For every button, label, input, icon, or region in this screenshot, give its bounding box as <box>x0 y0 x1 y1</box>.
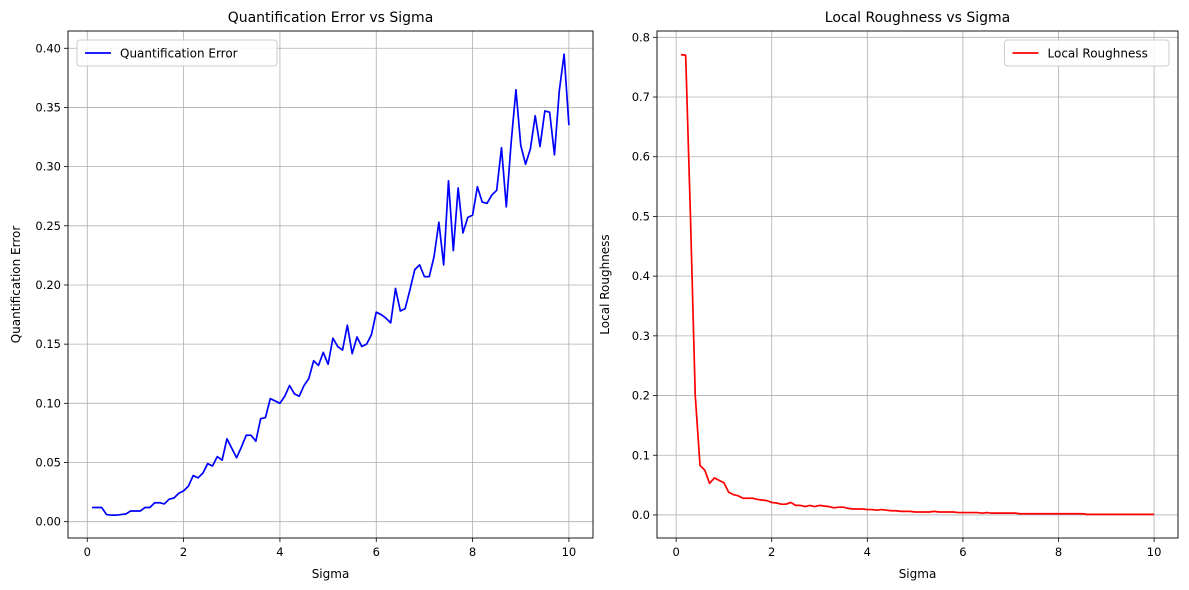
x-tick-label: 0 <box>84 545 91 559</box>
x-tick-label: 6 <box>959 545 966 559</box>
y-tick-label: 0.7 <box>632 90 650 104</box>
series-line-quantification-error <box>92 53 570 517</box>
y-axis-label: Local Roughness <box>598 234 612 334</box>
x-tick-label: 4 <box>864 545 871 559</box>
x-tick-label: 8 <box>1055 545 1062 559</box>
y-tick-label: 0.15 <box>35 337 61 351</box>
y-tick-label: 0.30 <box>35 160 61 174</box>
y-tick-label: 0.20 <box>35 278 61 292</box>
y-tick-label: 0.6 <box>632 150 650 164</box>
x-tick-label: 8 <box>469 545 476 559</box>
legend-box <box>76 39 278 67</box>
x-axis-label: Sigma <box>312 567 350 581</box>
chart-local-roughness: 0 2 4 6 8 10 0.0 0.1 0.2 0.3 0.4 0.5 0.6 0.7 0.8 Local … <box>598 10 1179 581</box>
y-tick-label: 0.10 <box>35 396 61 410</box>
y-tick-label: 0.25 <box>35 219 61 233</box>
chart-quantification-error: 0 2 4 6 8 10 0.00 0.05 0.10 0.15 0.20 0.25 0.30 0.35 0… <box>9 10 594 581</box>
y-tick-label: 0.8 <box>632 30 650 44</box>
y-tick-label: 0.4 <box>632 269 650 283</box>
x-axis-label: Sigma <box>899 567 937 581</box>
axes-frame <box>67 30 594 539</box>
y-tick-label: 0.40 <box>35 41 61 55</box>
y-tick-label: 0.1 <box>632 448 650 462</box>
legend-box <box>1004 39 1170 67</box>
y-tick-label: 0.00 <box>35 515 61 529</box>
y-tick-label: 0.05 <box>35 455 61 469</box>
y-tick-label: 0.5 <box>632 209 650 223</box>
y-tick-label: 0.2 <box>632 389 650 403</box>
x-tick-label: 4 <box>276 545 283 559</box>
legend: Quantification Error <box>76 39 278 67</box>
axes-frame <box>656 30 1179 539</box>
y-axis-label: Quantification Error <box>9 226 23 344</box>
y-tick-label: 0.3 <box>632 329 650 343</box>
x-tick-label: 6 <box>373 545 380 559</box>
legend: Local Roughness <box>1004 39 1170 67</box>
x-tick-label: 2 <box>768 545 775 559</box>
series-line-local-roughness <box>680 53 1155 516</box>
legend-label: Local Roughness <box>1048 47 1148 61</box>
x-tick-label: 10 <box>1147 545 1162 559</box>
y-tick-label: 0.0 <box>632 508 650 522</box>
y-tick-label: 0.35 <box>35 100 61 114</box>
x-tick-label: 10 <box>562 545 577 559</box>
chart-title: Quantification Error vs Sigma <box>228 10 434 26</box>
chart-title: Local Roughness vs Sigma <box>825 10 1010 26</box>
legend-label: Quantification Error <box>120 47 238 61</box>
x-tick-label: 0 <box>672 545 679 559</box>
x-tick-label: 2 <box>180 545 187 559</box>
